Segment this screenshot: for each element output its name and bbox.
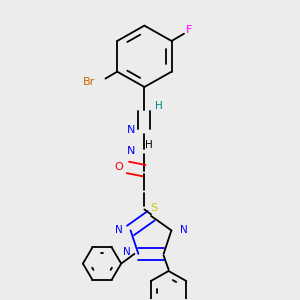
Text: N: N <box>123 247 131 257</box>
Text: H: H <box>155 101 163 111</box>
Text: N: N <box>127 124 135 135</box>
Text: F: F <box>186 26 192 35</box>
Text: Br: Br <box>83 76 95 86</box>
Text: N: N <box>115 225 122 236</box>
Text: O: O <box>114 162 123 172</box>
Text: H: H <box>146 140 153 151</box>
Text: S: S <box>150 203 158 214</box>
Text: N: N <box>180 225 188 236</box>
Text: N: N <box>127 146 135 156</box>
